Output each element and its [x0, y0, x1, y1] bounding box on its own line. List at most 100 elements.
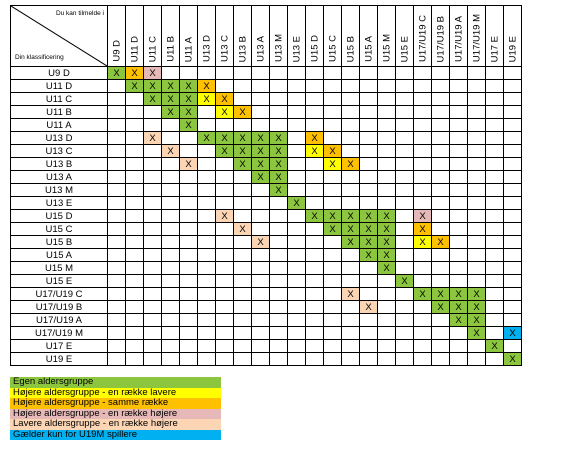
empty-cell	[431, 157, 450, 171]
marked-cell: X	[503, 326, 522, 340]
column-header: U11 A	[179, 5, 198, 67]
column-header: U17/U19 B	[431, 5, 450, 67]
empty-cell	[485, 105, 504, 119]
marked-cell: X	[305, 209, 324, 223]
empty-cell	[323, 287, 342, 301]
empty-cell	[197, 313, 216, 327]
empty-cell	[449, 144, 468, 158]
empty-cell	[467, 209, 486, 223]
empty-cell	[377, 170, 396, 184]
empty-cell	[107, 79, 126, 93]
empty-cell	[287, 66, 306, 80]
empty-cell	[197, 196, 216, 210]
marked-cell: X	[215, 92, 234, 106]
empty-cell	[179, 66, 198, 80]
empty-cell	[215, 235, 234, 249]
empty-cell	[251, 209, 270, 223]
empty-cell	[485, 183, 504, 197]
column-header-label: U17/U19 C	[417, 15, 428, 62]
empty-cell	[431, 183, 450, 197]
marked-cell: X	[341, 235, 360, 249]
marked-cell: X	[431, 287, 450, 301]
marked-cell: X	[449, 313, 468, 327]
empty-cell	[161, 170, 180, 184]
empty-cell	[197, 183, 216, 197]
empty-cell	[305, 235, 324, 249]
column-header-label: U15 A	[363, 36, 374, 62]
empty-cell	[341, 105, 360, 119]
empty-cell	[395, 196, 414, 210]
empty-cell	[287, 157, 306, 171]
empty-cell	[449, 157, 468, 171]
column-header-label: U11 C	[147, 35, 158, 62]
empty-cell	[413, 248, 432, 262]
empty-cell	[503, 118, 522, 132]
empty-cell	[269, 105, 288, 119]
empty-cell	[395, 300, 414, 314]
marked-cell: X	[377, 222, 396, 236]
legend-item: Højere aldersgruppe - samme række	[10, 397, 221, 409]
empty-cell	[179, 287, 198, 301]
row-label: U13 M	[10, 183, 108, 197]
empty-cell	[233, 300, 252, 314]
empty-cell	[107, 170, 126, 184]
empty-cell	[269, 66, 288, 80]
column-header-label: U13 B	[237, 35, 248, 62]
empty-cell	[251, 79, 270, 93]
marked-cell: X	[161, 144, 180, 158]
column-header-label: U11 B	[165, 36, 176, 62]
empty-cell	[323, 92, 342, 106]
empty-cell	[359, 287, 378, 301]
empty-cell	[485, 248, 504, 262]
empty-cell	[341, 261, 360, 275]
marked-cell: X	[467, 326, 486, 340]
empty-cell	[359, 339, 378, 353]
corner-cell: Du kan tilmelde i Din klassificering	[10, 5, 108, 67]
empty-cell	[413, 274, 432, 288]
empty-cell	[467, 352, 486, 366]
empty-cell	[341, 196, 360, 210]
row-label: U11 A	[10, 118, 108, 132]
empty-cell	[143, 222, 162, 236]
empty-cell	[395, 144, 414, 158]
empty-cell	[125, 157, 144, 171]
empty-cell	[341, 170, 360, 184]
empty-cell	[395, 92, 414, 106]
empty-cell	[485, 274, 504, 288]
marked-cell: X	[431, 300, 450, 314]
empty-cell	[431, 313, 450, 327]
empty-cell	[179, 300, 198, 314]
empty-cell	[143, 300, 162, 314]
empty-cell	[359, 79, 378, 93]
empty-cell	[503, 79, 522, 93]
empty-cell	[179, 248, 198, 262]
empty-cell	[431, 222, 450, 236]
empty-cell	[323, 131, 342, 145]
empty-cell	[305, 79, 324, 93]
empty-cell	[485, 118, 504, 132]
empty-cell	[341, 66, 360, 80]
empty-cell	[395, 339, 414, 353]
empty-cell	[341, 118, 360, 132]
empty-cell	[215, 313, 234, 327]
empty-cell	[395, 170, 414, 184]
empty-cell	[395, 157, 414, 171]
empty-cell	[125, 235, 144, 249]
empty-cell	[431, 144, 450, 158]
empty-cell	[395, 222, 414, 236]
empty-cell	[269, 235, 288, 249]
empty-cell	[413, 118, 432, 132]
empty-cell	[161, 183, 180, 197]
legend-item: Højere aldersgruppe - en række lavere	[10, 387, 221, 398]
empty-cell	[287, 131, 306, 145]
empty-cell	[107, 313, 126, 327]
empty-cell	[125, 105, 144, 119]
table-row: U15 E X	[10, 274, 522, 288]
empty-cell	[359, 118, 378, 132]
empty-cell	[341, 144, 360, 158]
empty-cell	[323, 66, 342, 80]
marked-cell: X	[323, 222, 342, 236]
empty-cell	[269, 92, 288, 106]
